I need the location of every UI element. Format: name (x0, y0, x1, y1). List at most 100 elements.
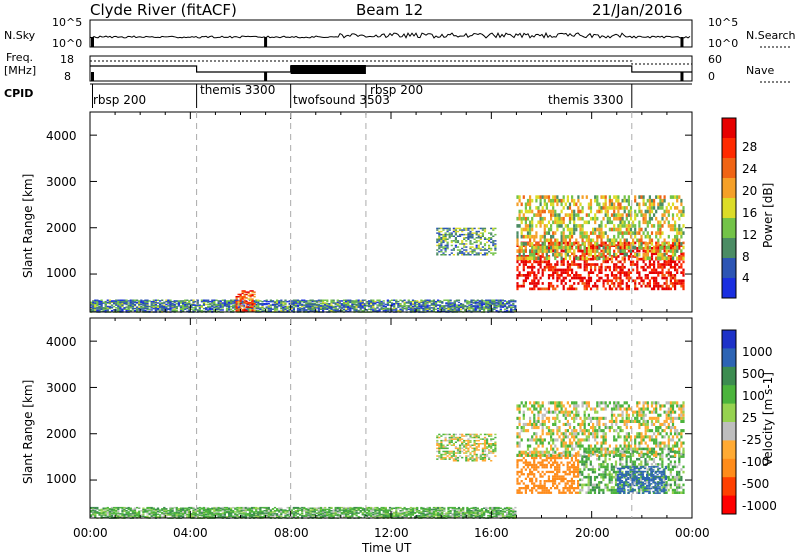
data-cell (573, 242, 575, 246)
data-cell (476, 231, 478, 233)
data-cell (558, 246, 560, 250)
data-cell (672, 261, 674, 264)
data-cell (335, 302, 337, 304)
data-cell (353, 300, 355, 302)
data-cell (533, 288, 535, 291)
data-cell (581, 473, 583, 476)
data-cell (339, 300, 341, 302)
data-cell (440, 246, 442, 248)
data-cell (678, 458, 680, 461)
data-cell (579, 448, 581, 451)
data-cell (596, 228, 598, 232)
data-cell (592, 258, 594, 261)
data-cell (521, 221, 523, 225)
data-cell (550, 285, 552, 288)
data-cell (105, 303, 107, 305)
data-cell (519, 246, 521, 250)
data-cell (259, 300, 261, 302)
data-cell (575, 492, 577, 494)
data-cell (412, 310, 414, 312)
data-cell (374, 308, 376, 310)
data-cell (628, 210, 630, 214)
data-cell (609, 246, 611, 250)
data-cell (554, 213, 556, 217)
data-cell (474, 254, 476, 256)
data-cell (471, 228, 473, 230)
data-cell (424, 309, 426, 311)
data-cell (457, 240, 459, 242)
data-cell (653, 277, 655, 280)
data-cell (634, 479, 636, 481)
data-cell (445, 249, 447, 251)
data-cell (562, 487, 564, 489)
data-cell (556, 221, 558, 225)
data-cell (594, 249, 596, 253)
data-cell (565, 271, 567, 274)
data-cell (666, 261, 668, 264)
data-cell (634, 472, 636, 474)
data-cell (510, 300, 512, 302)
data-cell (638, 458, 640, 461)
data-cell (474, 239, 476, 241)
data-cell (151, 304, 153, 306)
data-cell (546, 455, 548, 457)
data-cell (615, 479, 617, 482)
data-cell (535, 235, 537, 239)
data-cell (622, 221, 624, 225)
data-cell (257, 302, 259, 304)
data-cell (670, 247, 672, 250)
data-cell (556, 246, 558, 250)
data-cell (412, 300, 414, 302)
data-cell (519, 285, 521, 288)
data-cell (525, 210, 527, 214)
data-cell (594, 246, 596, 250)
data-cell (531, 482, 533, 484)
data-cell (542, 271, 544, 274)
data-cell (661, 246, 663, 250)
data-cell (556, 263, 558, 266)
data-cell (565, 471, 567, 473)
data-cell (464, 305, 466, 307)
data-cell (550, 249, 552, 253)
data-cell (232, 300, 234, 302)
data-cell (682, 213, 684, 217)
data-cell (596, 195, 598, 199)
data-cell (636, 247, 638, 250)
data-cell (647, 235, 649, 239)
data-cell (678, 471, 680, 474)
data-cell (569, 257, 571, 261)
data-cell (571, 269, 573, 272)
data-cell (535, 478, 537, 480)
data-cell (546, 195, 548, 199)
data-cell (554, 455, 556, 457)
data-cell (475, 300, 477, 302)
data-cell (351, 304, 353, 306)
data-cell (567, 489, 569, 491)
data-cell (590, 217, 592, 221)
data-cell (609, 288, 611, 291)
data-cell (668, 250, 670, 253)
data-cell (345, 300, 347, 302)
data-cell (567, 249, 569, 253)
data-cell (213, 301, 215, 303)
data-cell (645, 203, 647, 207)
data-cell (598, 271, 600, 274)
data-cell (268, 303, 270, 305)
data-cell (442, 240, 444, 242)
data-cell (453, 228, 455, 230)
data-cell (592, 249, 594, 253)
data-cell (626, 213, 628, 217)
data-cell (672, 224, 674, 228)
data-cell (558, 224, 560, 228)
data-cell (567, 269, 569, 272)
data-cell (668, 263, 670, 266)
data-cell (473, 300, 475, 302)
data-cell (609, 249, 611, 253)
data-cell (634, 246, 636, 250)
data-cell (207, 300, 209, 302)
data-cell (571, 457, 573, 459)
data-cell (552, 478, 554, 480)
data-cell (615, 481, 617, 484)
data-cell (605, 249, 607, 253)
data-cell (109, 300, 111, 302)
